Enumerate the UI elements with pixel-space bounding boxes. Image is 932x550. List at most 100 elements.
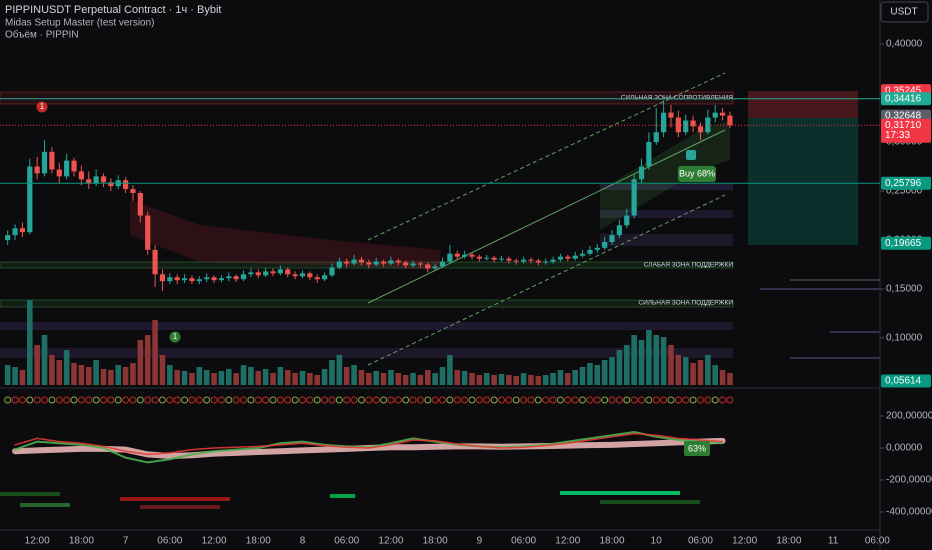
signal-dot xyxy=(682,396,690,404)
candle-body xyxy=(181,278,188,281)
y-tick-label: 0,25000 xyxy=(886,186,923,197)
candle-body xyxy=(535,260,541,263)
candle-body xyxy=(579,253,586,256)
volume-bar xyxy=(63,350,70,385)
signal-dot xyxy=(173,396,181,404)
volume-bar xyxy=(262,369,269,385)
volume-bar xyxy=(181,371,188,385)
volume-bar xyxy=(483,373,490,385)
x-tick-label: 18:00 xyxy=(423,536,448,547)
volume-bar xyxy=(366,373,372,385)
band xyxy=(600,210,733,218)
signal-dot xyxy=(490,396,498,404)
candle-body xyxy=(602,241,608,248)
signal-dot xyxy=(431,396,439,404)
volume-bar xyxy=(697,360,704,385)
candle-body xyxy=(277,269,283,274)
volume-bar xyxy=(609,357,615,385)
signal-dot xyxy=(645,396,653,404)
heat-strip xyxy=(0,492,60,496)
candle-body xyxy=(484,257,490,259)
candle-body xyxy=(211,277,217,281)
candle-body xyxy=(351,259,357,264)
volume-bar xyxy=(535,376,542,385)
price-label: 0,19665 xyxy=(885,238,922,249)
candle-body xyxy=(196,279,202,282)
volume-bar xyxy=(410,373,416,385)
x-tick-label: 10 xyxy=(651,536,663,547)
signal-dot xyxy=(542,396,550,404)
signal-dot xyxy=(416,396,424,404)
candle-body xyxy=(344,261,350,264)
candle-body xyxy=(226,276,232,279)
signal-label: Buy 68% xyxy=(679,168,715,178)
currency-label[interactable]: USDT xyxy=(890,7,917,18)
heat-strip xyxy=(140,505,220,509)
candle-body xyxy=(624,215,630,226)
signal-dot xyxy=(158,396,166,404)
channel-line xyxy=(367,194,726,366)
candle-body xyxy=(64,160,70,177)
x-tick-label: 12:00 xyxy=(202,536,227,547)
signal-dot xyxy=(269,396,277,404)
signal-dot xyxy=(719,396,727,404)
signal-dot xyxy=(313,396,321,404)
volume-bar xyxy=(225,369,232,385)
candle-body xyxy=(476,256,482,259)
signal-dot xyxy=(321,396,329,404)
volume-bar xyxy=(203,370,210,385)
candle-body xyxy=(653,132,659,143)
marker-label: 1 xyxy=(173,332,178,341)
candle-body xyxy=(557,256,564,260)
candle-body xyxy=(380,261,387,264)
volume-bar xyxy=(395,373,402,385)
ribbon xyxy=(130,200,440,270)
stop-zone xyxy=(748,91,858,118)
volume-bar xyxy=(491,375,497,385)
x-tick-label: 18:00 xyxy=(69,536,94,547)
candle-body xyxy=(727,115,733,126)
volume-bar xyxy=(660,337,667,385)
candle-body xyxy=(285,269,291,275)
signal-dot xyxy=(667,396,675,404)
candle-body xyxy=(145,215,151,250)
signal-dot xyxy=(335,396,343,404)
candle-body xyxy=(646,142,652,167)
signal-dot xyxy=(247,396,255,404)
resistance-zone xyxy=(0,91,734,105)
volume-bar xyxy=(34,345,40,385)
candle-body xyxy=(137,192,143,216)
candle-body xyxy=(204,277,210,280)
signal-dot xyxy=(136,396,144,404)
price-label-box xyxy=(881,374,931,388)
candle-body xyxy=(439,261,446,267)
volume-bar xyxy=(476,375,483,385)
signal-dot xyxy=(151,396,159,404)
volume-bar xyxy=(189,373,195,385)
signal-dot xyxy=(48,396,56,404)
candle-body xyxy=(631,179,637,216)
candle-body xyxy=(550,259,556,262)
signal-dot xyxy=(638,396,646,404)
x-tick-label: 12:00 xyxy=(555,536,580,547)
candle-body xyxy=(403,262,409,266)
weak-support-zone xyxy=(0,261,734,269)
signal-dot xyxy=(291,396,299,404)
signal-dot xyxy=(586,396,594,404)
volume-bar xyxy=(108,370,114,385)
candle-body xyxy=(336,261,342,268)
candle-body xyxy=(19,228,26,233)
signal-dot xyxy=(711,396,719,404)
candle-body xyxy=(123,180,129,190)
currency-button[interactable] xyxy=(880,1,929,23)
candle-body xyxy=(34,166,40,174)
volume-bar xyxy=(78,365,85,385)
signal-dot xyxy=(623,396,631,404)
volume-bar xyxy=(314,375,321,385)
volume-bar xyxy=(719,370,726,385)
candle-body xyxy=(668,112,674,118)
candle-body xyxy=(565,256,571,259)
candle-body xyxy=(152,249,158,275)
candle-body xyxy=(167,277,173,282)
candle-body xyxy=(719,112,726,116)
